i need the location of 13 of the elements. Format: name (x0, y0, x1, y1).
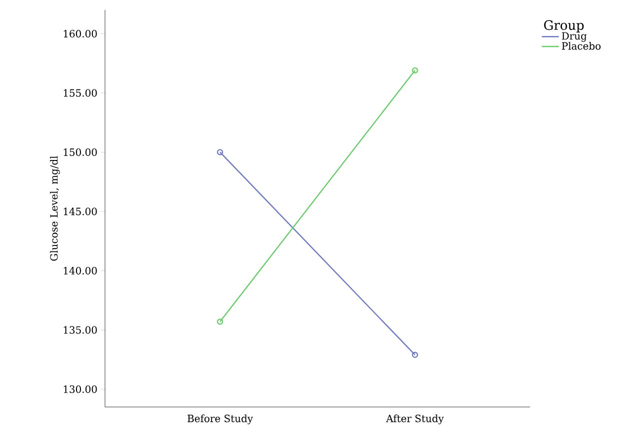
y-tick-label: 135.00 (64, 326, 97, 334)
y-tick-label: 150.00 (64, 148, 97, 156)
y-axis-title: Glucose Level, mg/dl (50, 156, 60, 261)
y-tick-label: 145.00 (64, 208, 97, 216)
y-tick-label: 140.00 (64, 266, 97, 274)
x-tick-label: Before Study (188, 414, 253, 424)
y-tick-label: 155.00 (64, 89, 97, 97)
y-tick-label: 160.00 (64, 30, 97, 38)
legend-label: Drug (562, 32, 587, 42)
legend-title: Group (544, 20, 584, 32)
legend-label: Placebo (562, 42, 601, 50)
x-tick-label: After Study (386, 414, 444, 424)
y-tick-label: 130.00 (64, 385, 97, 393)
